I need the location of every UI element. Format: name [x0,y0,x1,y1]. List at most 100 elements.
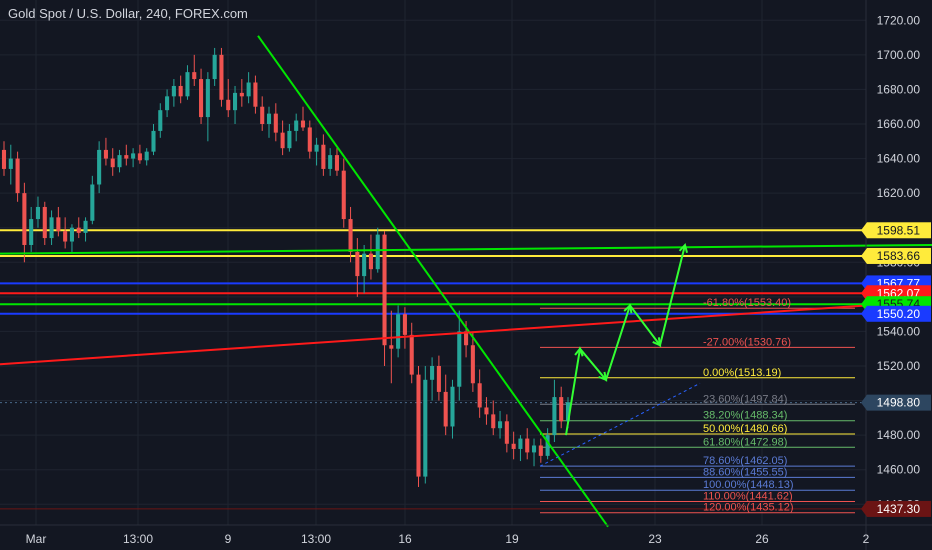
price-tag [867,394,931,411]
candle-body [103,149,108,159]
candle-body [341,170,346,220]
candle-body [436,365,441,392]
candle-body [219,54,224,100]
candle-body [232,92,238,111]
candle-body [29,219,34,245]
price-tag [867,222,931,239]
x-tick-label: Mar [26,532,47,546]
candle-body [280,132,285,149]
candle-body [199,79,204,118]
grid-layer [0,0,867,525]
fib-label: -61.80%(1553.40) [703,297,791,309]
y-tick-label: 1640.00 [877,152,921,166]
candle-body [334,155,340,171]
candle-body [416,374,421,477]
projection-arrowhead [652,337,662,347]
candle-body [131,153,136,159]
price-tag-label: 1437.30 [877,502,921,516]
candle-body [531,445,537,453]
candle-body [450,386,455,427]
fib-label: 38.20%(1488.34) [703,410,787,422]
candle-body [396,314,401,349]
candle-body [63,231,68,242]
x-tick-label: 19 [505,532,519,546]
candle-body [511,443,516,449]
candle-body [321,144,326,169]
fib-label: -27.00%(1530.76) [703,336,791,348]
candle-body [402,314,407,335]
candles-layer [1,47,571,487]
candle-body [504,421,509,444]
candle-body [314,144,319,152]
candle-body [69,227,74,242]
candle-body [552,397,557,436]
candle-body [565,402,571,422]
price-axis: 1720.00 1700.00 1680.00 1660.00 1640.00 1620.… [861,0,931,550]
candle-body [76,227,81,233]
candle-body [287,130,292,149]
candle-body [260,106,265,124]
candle-body [266,113,272,124]
candle-body [443,391,448,427]
projection-arrowhead [678,242,688,253]
resistance-line [0,243,932,255]
candle-body [1,149,7,169]
y-tick-label: 1520.00 [877,359,921,373]
candle-body [165,96,170,111]
x-tick-label: 2 [863,532,870,546]
dashed-blue-line [539,382,701,467]
fib-label: 50.00%(1480.66) [703,423,787,435]
y-tick-label: 1460.00 [877,463,921,477]
candle-body [300,120,306,128]
candle-body [559,397,564,422]
candle-body [15,158,20,194]
x-tick-label: 9 [225,532,232,546]
candle-body [239,92,244,97]
price-tag-pointer [861,305,867,322]
fib-label: 0.00%(1513.19) [703,367,781,379]
fibonacci-extension: -61.80%(1553.40) -27.00%(1530.76) 0.00%(15… [540,297,855,514]
y-tick-label: 1540.00 [877,324,921,338]
candle-body [423,379,428,477]
candle-body [328,155,333,169]
candle-body [409,334,414,375]
drawings-layer [0,35,932,528]
rising-red-line [0,304,867,366]
candle-body [484,407,489,415]
price-tag-pointer [861,500,867,517]
candle-body [545,435,550,456]
candle-body [246,82,251,97]
candle-body [137,153,142,161]
candle-body [464,331,469,346]
price-tag-pointer [861,394,867,411]
candle-body [35,206,41,220]
y-tick-label: 1660.00 [877,117,921,131]
candle-body [294,120,299,131]
candle-body [90,184,95,221]
candle-body [389,345,394,349]
y-tick-label: 1700.00 [877,48,921,62]
candle-body [42,206,47,239]
candle-body [498,421,503,429]
fib-label: 110.00%(1441.62) [703,490,793,502]
price-tag-label: 1583.66 [877,249,921,263]
candle-body [56,217,61,232]
candle-body [307,127,312,152]
candle-body [212,54,217,80]
candle-body [538,445,543,456]
candle-body [158,110,163,131]
y-tick-label: 1720.00 [877,13,921,27]
candle-body [457,331,462,387]
candle-body [355,251,360,277]
candle-body [171,85,176,97]
candle-body [362,253,367,277]
price-tag-label: 1550.20 [877,307,921,321]
fib-label: 120.00%(1435.12) [703,502,794,514]
y-tick-label: 1680.00 [877,82,921,96]
price-tag [867,500,931,517]
fib-label: 78.60%(1462.05) [703,455,787,467]
y-tick-label: 1620.00 [877,186,921,200]
